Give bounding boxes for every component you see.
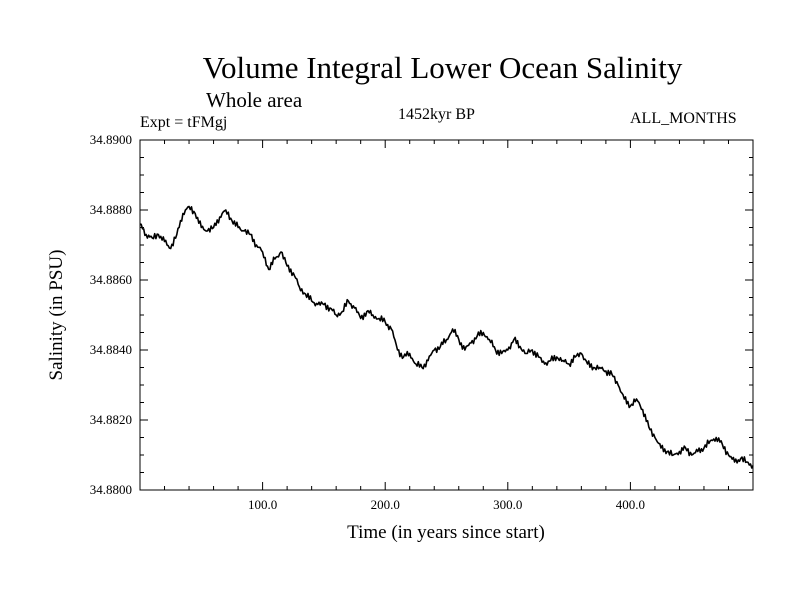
- months-label: ALL_MONTHS: [630, 110, 737, 127]
- y-tick-label: 34.8820: [90, 412, 132, 427]
- y-tick-label: 34.8840: [90, 342, 132, 357]
- x-axis: 100.0 200.0 300.0 400.0: [139, 140, 754, 512]
- chart-subtitle: Whole area: [206, 88, 303, 112]
- x-tick-label: 200.0: [371, 497, 400, 512]
- series-line-salinity: [139, 205, 754, 469]
- x-tick-label: 300.0: [493, 497, 522, 512]
- y-tick-label: 34.8860: [90, 272, 132, 287]
- plot-frame: [139, 139, 754, 491]
- x-tick-label: 400.0: [616, 497, 645, 512]
- chart-title: Volume Integral Lower Ocean Salinity: [202, 50, 683, 85]
- experiment-label: Expt = tFMgj: [140, 114, 228, 131]
- x-axis-title: Time (in years since start): [347, 522, 545, 543]
- y-tick-label: 34.8880: [90, 202, 132, 217]
- time-period-label: 1452kyr BP: [398, 106, 475, 123]
- y-axis-title: Salinity (in PSU): [46, 250, 67, 381]
- y-axis: 34.8800 34.8820 34.8840 34.8860 34.8880 34.89…: [90, 132, 753, 497]
- y-tick-label: 34.8800: [90, 482, 132, 497]
- y-tick-label: 34.8900: [90, 132, 132, 147]
- x-tick-label: 100.0: [248, 497, 277, 512]
